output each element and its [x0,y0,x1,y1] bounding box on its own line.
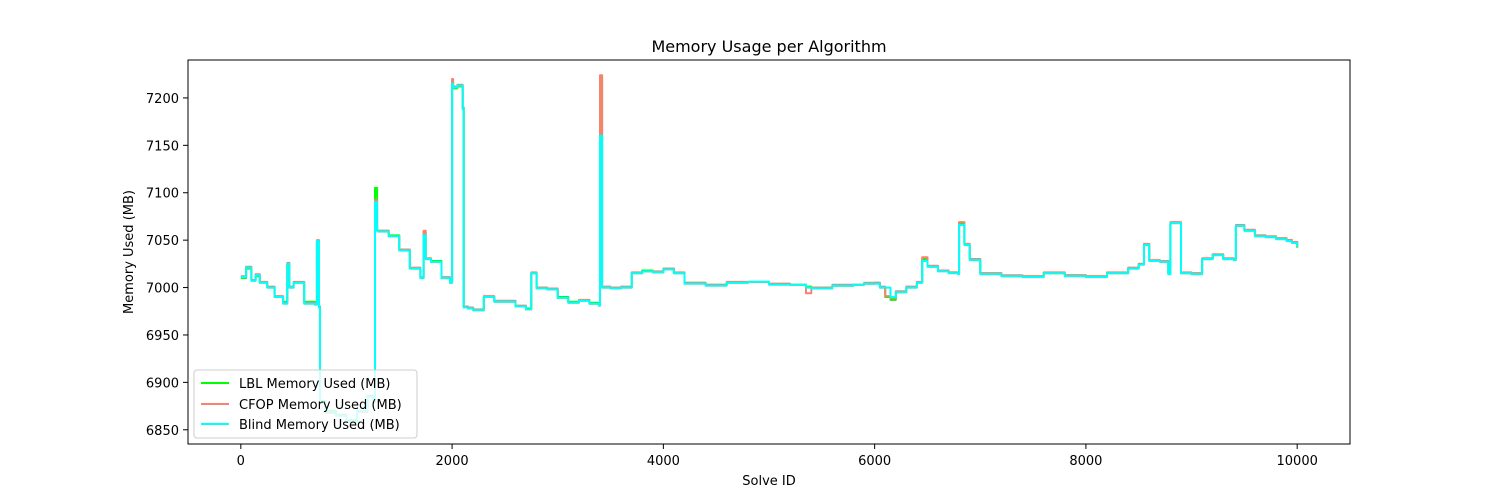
y-tick-label: 6900 [146,376,179,391]
y-axis-label: Memory Used (MB) [122,190,137,314]
x-tick-label: 8000 [1069,454,1102,469]
y-tick-label: 7000 [146,282,179,297]
y-tick-label: 7050 [146,234,179,249]
y-tick-label: 6850 [146,424,179,439]
x-tick-label: 4000 [647,454,680,469]
x-tick-label: 10000 [1277,454,1318,469]
legend-box [193,369,418,439]
legend: LBL Memory Used (MB) CFOP Memory Used (M… [193,369,418,439]
x-axis: 0 2000 4000 6000 8000 10000 [237,444,1318,469]
y-axis: 6850 6900 6950 7000 7050 7100 7150 7200 [146,92,188,439]
x-tick-label: 0 [237,454,245,469]
legend-label-blind: Blind Memory Used (MB) [239,418,400,433]
y-tick-label: 7150 [146,139,179,154]
legend-label-lbl: LBL Memory Used (MB) [239,377,391,392]
y-tick-label: 7200 [146,92,179,107]
x-axis-label: Solve ID [742,474,796,489]
plot-area [187,59,1351,445]
x-tick-label: 2000 [436,454,469,469]
x-tick-label: 6000 [858,454,891,469]
chart-title: Memory Usage per Algorithm [651,37,886,56]
y-tick-label: 7100 [146,187,179,202]
legend-label-cfop: CFOP Memory Used (MB) [239,398,402,413]
y-tick-label: 6950 [146,329,179,344]
